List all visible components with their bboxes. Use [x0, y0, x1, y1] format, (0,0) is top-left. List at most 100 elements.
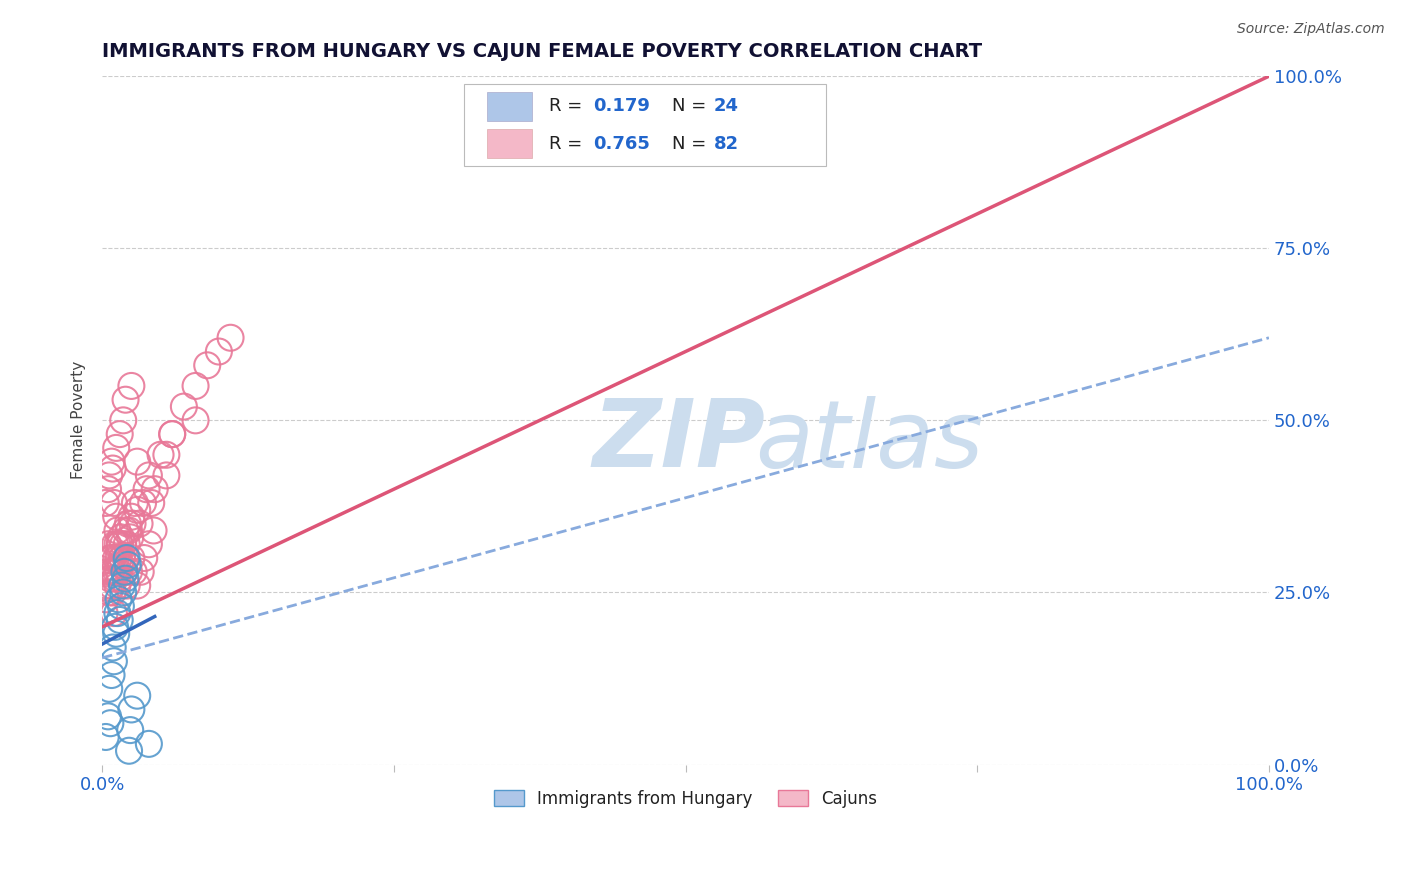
Point	[112, 537, 135, 551]
Point	[104, 537, 127, 551]
Point	[93, 606, 115, 620]
Point	[97, 537, 120, 551]
Text: IMMIGRANTS FROM HUNGARY VS CAJUN FEMALE POVERTY CORRELATION CHART: IMMIGRANTS FROM HUNGARY VS CAJUN FEMALE …	[103, 42, 983, 61]
Point	[105, 551, 128, 566]
Point	[112, 585, 135, 599]
Legend: Immigrants from Hungary, Cajuns: Immigrants from Hungary, Cajuns	[488, 783, 884, 814]
Point	[195, 359, 218, 373]
Point	[121, 516, 143, 531]
Point	[104, 620, 127, 634]
Point	[107, 551, 129, 566]
Point	[100, 716, 122, 731]
Point	[155, 448, 177, 462]
Point	[104, 572, 127, 586]
Point	[94, 496, 117, 510]
Point	[98, 681, 121, 696]
Point	[128, 516, 150, 531]
Point	[98, 585, 121, 599]
Point	[96, 578, 118, 592]
Point	[141, 496, 163, 510]
Text: Source: ZipAtlas.com: Source: ZipAtlas.com	[1237, 22, 1385, 37]
Point	[111, 551, 134, 566]
Point	[105, 509, 128, 524]
Point	[108, 537, 131, 551]
FancyBboxPatch shape	[488, 92, 531, 121]
Point	[105, 578, 128, 592]
Point	[107, 565, 129, 579]
Point	[105, 606, 128, 620]
Point	[120, 509, 142, 524]
Point	[115, 537, 138, 551]
Point	[114, 392, 136, 407]
Text: R =: R =	[550, 135, 588, 153]
Point	[134, 551, 156, 566]
Point	[108, 537, 131, 551]
Point	[101, 585, 124, 599]
Text: 24: 24	[714, 97, 738, 115]
Point	[118, 565, 141, 579]
Point	[155, 468, 177, 483]
Point	[127, 503, 149, 517]
Text: ZIP: ZIP	[592, 395, 765, 487]
Point	[135, 482, 157, 496]
Point	[103, 654, 125, 668]
Point	[111, 551, 134, 566]
Point	[143, 482, 166, 496]
Point	[127, 689, 149, 703]
Point	[112, 565, 135, 579]
Point	[97, 482, 120, 496]
Point	[117, 516, 139, 531]
Point	[114, 524, 136, 538]
Point	[114, 551, 136, 566]
Point	[114, 572, 136, 586]
Point	[100, 551, 122, 566]
Point	[100, 668, 122, 682]
Point	[124, 496, 146, 510]
Text: 0.179: 0.179	[593, 97, 650, 115]
Point	[122, 565, 145, 579]
Point	[101, 461, 124, 475]
Point	[100, 565, 122, 579]
Point	[97, 565, 120, 579]
Point	[112, 413, 135, 427]
Point	[103, 606, 125, 620]
Text: R =: R =	[550, 97, 588, 115]
Point	[219, 331, 242, 345]
Point	[100, 572, 122, 586]
FancyBboxPatch shape	[464, 85, 825, 166]
Point	[100, 455, 122, 469]
Point	[110, 599, 132, 614]
Point	[208, 344, 231, 359]
Point	[129, 565, 152, 579]
Point	[105, 565, 128, 579]
Point	[138, 737, 160, 751]
Point	[127, 455, 149, 469]
Point	[149, 448, 172, 462]
Text: N =: N =	[672, 135, 711, 153]
Text: atlas: atlas	[755, 395, 984, 486]
Point	[108, 427, 131, 442]
Point	[173, 400, 195, 414]
Point	[105, 524, 128, 538]
Point	[107, 592, 129, 607]
FancyBboxPatch shape	[488, 129, 531, 158]
Point	[101, 551, 124, 566]
Text: 82: 82	[714, 135, 738, 153]
Point	[132, 496, 155, 510]
Point	[110, 558, 132, 572]
Point	[101, 640, 124, 655]
Point	[112, 565, 135, 579]
Point	[118, 524, 141, 538]
Point	[94, 592, 117, 607]
Point	[105, 537, 128, 551]
Point	[108, 613, 131, 627]
Point	[118, 744, 141, 758]
Point	[120, 723, 142, 737]
Text: 0.765: 0.765	[593, 135, 650, 153]
Point	[97, 709, 120, 723]
Point	[98, 468, 121, 483]
Point	[120, 702, 142, 716]
Point	[138, 468, 160, 483]
Point	[184, 379, 207, 393]
Point	[115, 551, 138, 566]
